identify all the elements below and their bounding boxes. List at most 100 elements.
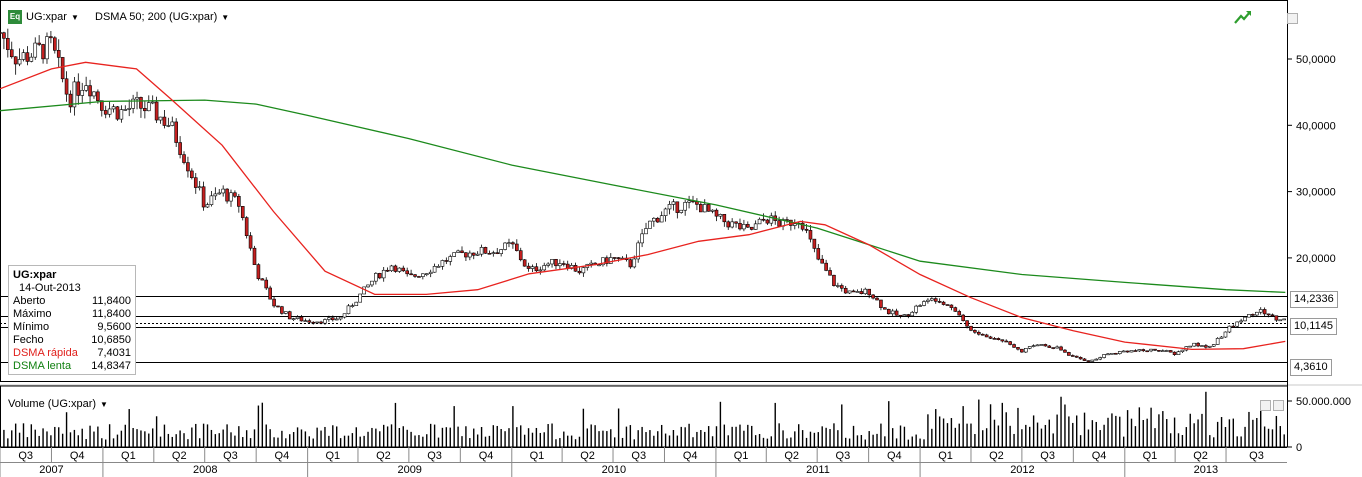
candle-body [1031,345,1036,347]
price-label-upper: 14,2336 [1290,291,1338,308]
candle-body [127,108,132,110]
quarter-label: Q1 [325,450,340,462]
candle-body [2,32,6,39]
candle-body [366,284,370,288]
candle-body [49,36,53,39]
candle-body [37,42,41,45]
candle-body [80,90,85,96]
candle-body [894,310,899,316]
candle-body [1067,352,1071,356]
candle-body [107,108,112,115]
candle-body [315,321,319,324]
candle-body [526,265,531,269]
candle-body [973,330,977,333]
candle-body [1137,349,1142,352]
candle-body [875,297,879,301]
tooltip-symbol: UG:xpar [13,269,57,281]
restore-icon[interactable] [1260,400,1271,411]
candle-body [299,316,304,322]
candle-body [530,266,535,269]
candle-body [812,238,817,249]
quarter-label: Q1 [530,450,545,462]
candle-body [800,222,805,230]
candle-body [276,305,280,308]
candle-body [1262,309,1267,315]
quarter-label: Q1 [938,450,953,462]
candle-body [237,195,241,207]
candle-body [354,301,359,306]
candle-body [1090,359,1095,362]
year-label: 2007 [39,464,63,476]
candle-body [170,121,175,126]
candle-body [436,266,441,268]
candle-body [174,121,178,143]
volume-selector[interactable]: Volume (UG:xpar) ▼ [8,396,108,412]
candle-body [554,258,558,267]
candle-body [714,209,719,217]
quarter-label: Q3 [427,450,442,462]
candle-body [346,305,351,315]
candle-body [1055,346,1059,349]
candle-body [511,242,515,245]
year-label: 2013 [1194,464,1218,476]
candle-body [268,287,272,300]
candle-body [1215,338,1220,345]
year-label: 2009 [397,464,421,476]
candle-body [1200,345,1204,347]
candle-body [99,100,104,111]
tooltip-label: Fecho [13,334,44,346]
quarter-label: Q2 [784,450,799,462]
candle-body [491,252,496,254]
candle-body [1211,344,1216,347]
candle-body [671,201,676,205]
indicator-selector[interactable]: DSMA 50; 200 (UG:xpar) ▼ [95,9,229,25]
candle-body [597,264,601,267]
candle-body [421,273,425,277]
candle-body [1121,350,1126,353]
tooltip-row-fast: DSMA rápida 7,4031 [13,347,131,360]
candle-body [984,334,989,338]
candle-body [577,270,582,274]
candle-body [225,188,229,202]
candle-body [957,311,962,316]
candle-body [636,242,640,260]
tooltip-value: 7,4031 [97,347,131,359]
quarter-label: Q3 [18,450,33,462]
symbol-selector[interactable]: Eq UG:xpar ▼ [8,9,79,25]
candle-body [1043,344,1048,347]
candle-body [965,320,969,327]
candle-body [401,267,406,272]
candle-body [483,247,488,254]
candle-body [742,224,746,230]
candle-body [291,318,296,320]
candle-body [612,257,617,259]
candle-body [428,271,433,274]
candle-body [1098,357,1102,360]
candle-body [1192,342,1196,347]
candle-body [358,293,363,303]
candle-body [135,97,139,100]
candle-body [663,208,668,216]
tooltip-label: Máximo [13,308,52,320]
close-icon[interactable] [1273,400,1284,411]
candle-body [41,44,45,60]
restore-icon[interactable] [1287,13,1298,24]
candle-body [1157,350,1161,352]
candle-body [640,233,644,244]
candle-body [131,98,135,109]
candle-body [926,299,930,302]
candle-body [499,249,503,254]
candle-body [601,257,605,266]
candle-body [628,259,633,268]
tooltip-label: DSMA rápida [13,347,78,359]
candle-body [859,291,864,295]
candle-body [21,52,26,60]
candle-body [992,338,997,340]
tooltip-row: Aberto 11,8400 [13,295,131,308]
trend-arrow-icon[interactable] [1234,10,1252,24]
tooltip-value: 14,8347 [91,360,131,372]
candle-body [616,257,621,259]
candle-body [687,200,691,203]
candle-body [1059,346,1063,351]
candle-body [667,204,672,210]
